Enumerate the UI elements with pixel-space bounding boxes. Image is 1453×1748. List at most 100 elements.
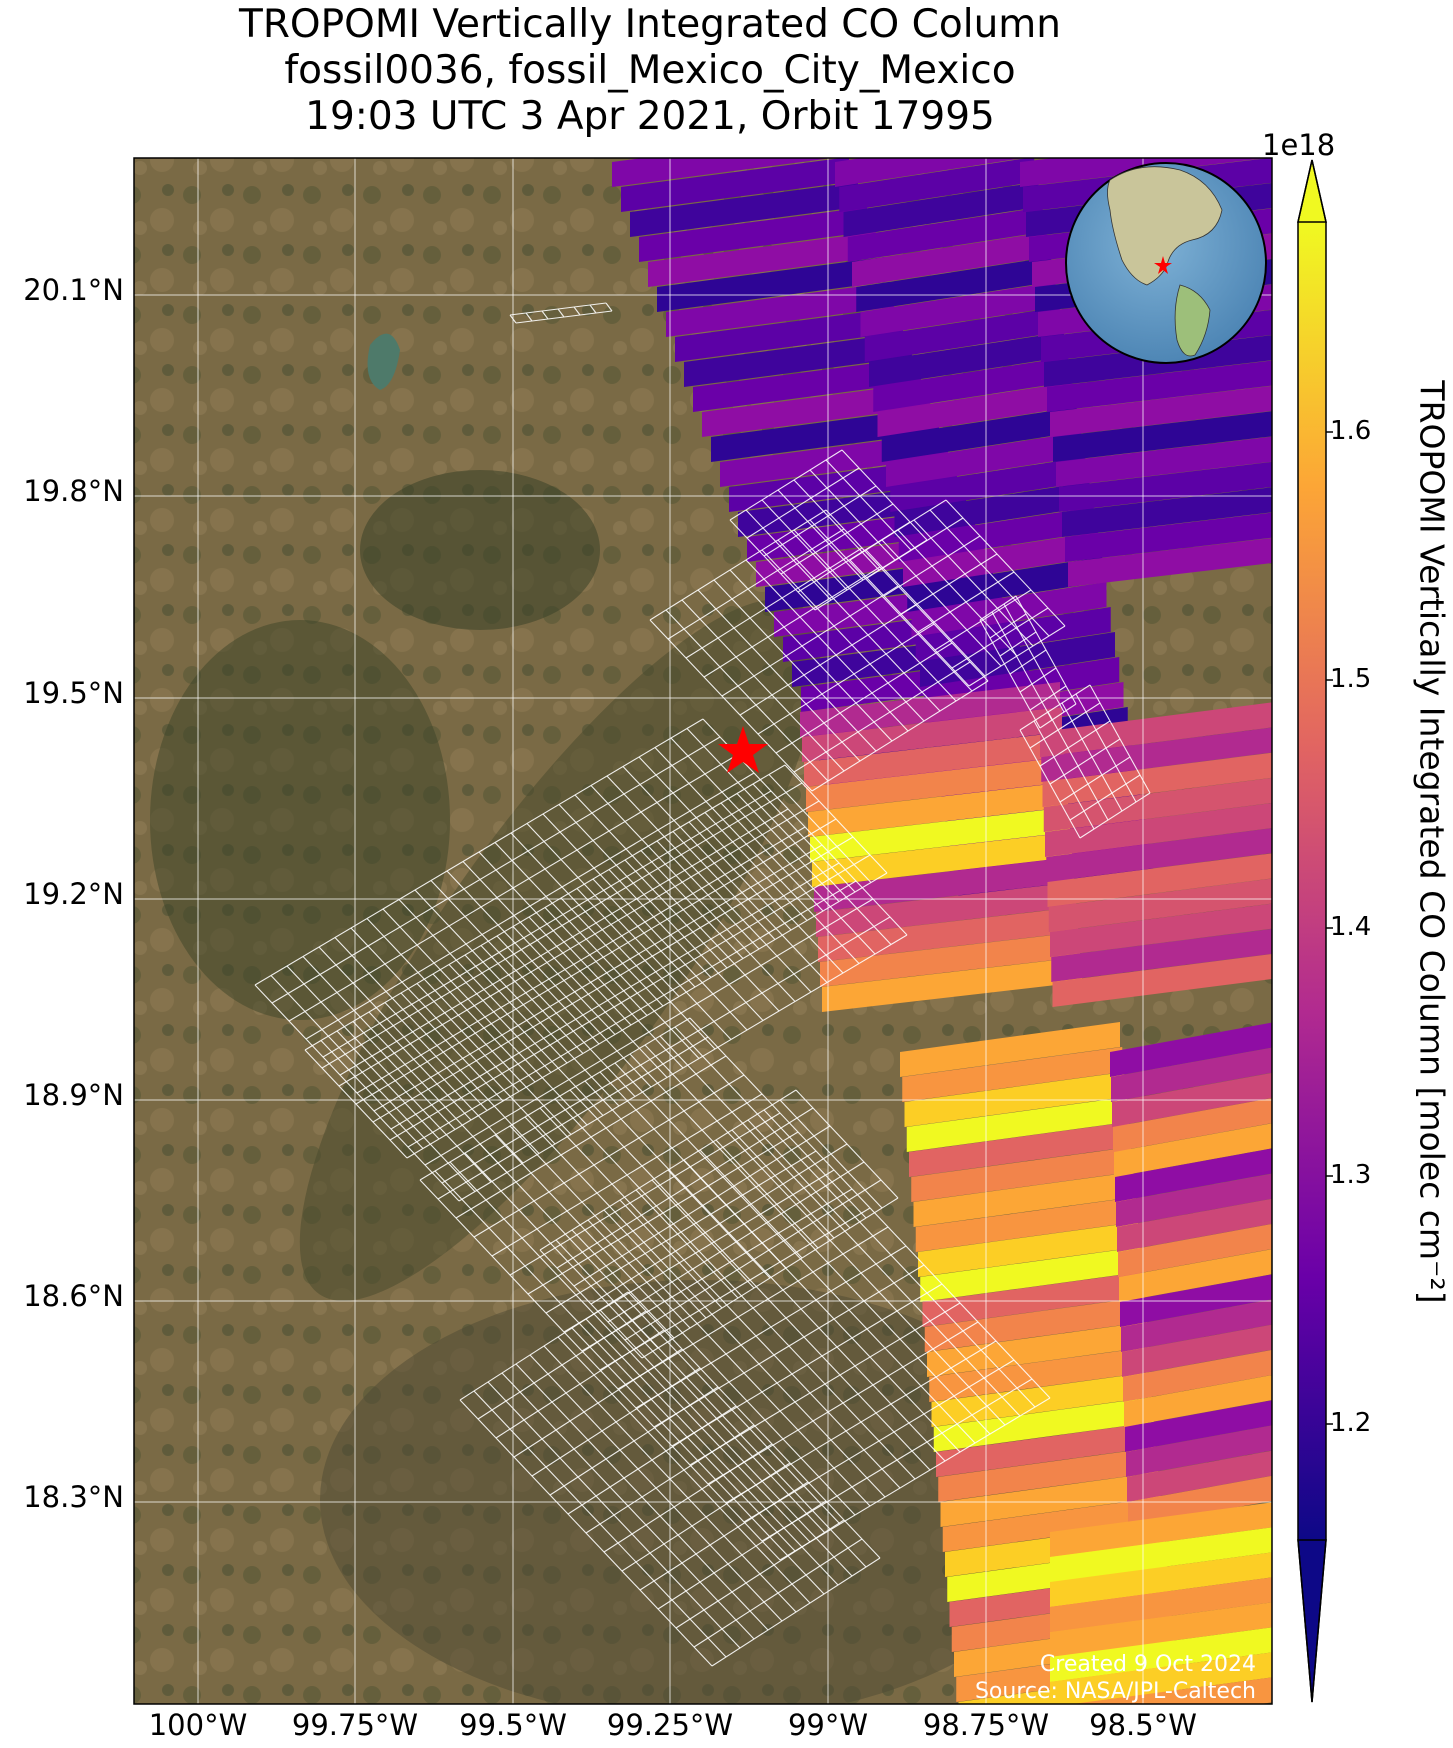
footprint-line xyxy=(406,872,888,1159)
gridlines xyxy=(134,158,1272,1704)
swath-cell xyxy=(1116,1173,1272,1227)
footprint-line xyxy=(675,1519,845,1629)
lat-tick-label: 18.3°N xyxy=(23,1480,124,1514)
footprint-line xyxy=(945,499,1066,627)
footprint-mesh xyxy=(419,1017,1051,1561)
footprint-line xyxy=(865,549,986,677)
swath-cell xyxy=(869,332,1064,387)
footprint-line xyxy=(304,764,786,1051)
footprint-line xyxy=(780,503,894,575)
footprint-line xyxy=(707,1321,979,1485)
lat-tick-label: 18.9°N xyxy=(23,1078,124,1112)
lat-tick-label: 19.8°N xyxy=(23,474,124,508)
title-line-1: TROPOMI Vertically Integrated CO Column xyxy=(239,2,1061,47)
swath-cell xyxy=(847,207,1043,262)
footprint-mesh xyxy=(509,302,613,324)
footprint-line xyxy=(549,1386,719,1496)
swath-cell xyxy=(922,1272,1143,1327)
swath-cell xyxy=(1065,512,1272,562)
footprint-mesh xyxy=(539,1089,899,1359)
footprint-mesh xyxy=(979,595,1077,729)
swath-cell xyxy=(940,1472,1161,1527)
swath-cell xyxy=(1045,803,1272,857)
swath-cell xyxy=(684,332,912,387)
swath-cell xyxy=(1052,953,1272,1007)
footprint-mesh xyxy=(849,499,1066,687)
swath-cell xyxy=(873,357,1069,412)
footprint-line xyxy=(1019,667,1057,693)
swath-cell xyxy=(812,832,1072,887)
footprint-line xyxy=(473,1074,745,1238)
footprint-line xyxy=(703,566,881,678)
footprint-line xyxy=(809,519,973,692)
footprint-line xyxy=(761,1378,1033,1542)
swath-cell xyxy=(911,1147,1132,1202)
footprint-line xyxy=(1029,702,1101,749)
footprint-line xyxy=(665,609,829,782)
footprint-line xyxy=(777,539,941,712)
footprint-line xyxy=(929,509,1050,637)
swath-cell xyxy=(621,158,849,212)
terrain-dark-forest xyxy=(150,620,450,1020)
swath-cell xyxy=(1122,1324,1272,1377)
footprint-line xyxy=(849,499,947,561)
footprint-mesh xyxy=(304,764,888,1159)
swath-cell xyxy=(890,457,1086,512)
lon-tick-label: 98.75°W xyxy=(922,1708,1050,1742)
footprint-line xyxy=(649,509,827,621)
footprint-line xyxy=(825,509,989,682)
colorbar-tick-label: 1.3 xyxy=(1330,1160,1372,1190)
swath-cell xyxy=(920,1247,1141,1302)
swath-cell xyxy=(915,607,1111,662)
footprint-line xyxy=(419,1017,691,1181)
swath-cell xyxy=(1050,1552,1272,1607)
footprint-line xyxy=(339,808,789,1076)
footprint-line xyxy=(557,308,565,318)
colorbar-outline xyxy=(1297,159,1327,1703)
footprint-line xyxy=(589,304,597,314)
colorbar-tick-label: 1.6 xyxy=(1330,416,1372,446)
swath-cell xyxy=(1040,702,1272,757)
swath-cell xyxy=(648,232,876,287)
colorbar-extend-max xyxy=(1297,159,1327,223)
footprint-line xyxy=(934,589,1032,651)
globe-south-america xyxy=(1174,284,1211,357)
swath-cell xyxy=(1050,1502,1272,1557)
footprint-line xyxy=(525,312,533,322)
footprint-line xyxy=(761,499,848,591)
footprint-line xyxy=(545,1150,817,1314)
swath-cell xyxy=(1050,1527,1272,1582)
swath-cell xyxy=(1125,1400,1272,1452)
swath-cell xyxy=(1113,1098,1272,1152)
swath-cell xyxy=(639,207,867,262)
title-line-2: fossil0036, fossil_Mexico_City_Mexico xyxy=(284,48,1016,93)
footprint-line xyxy=(621,1462,791,1572)
footprint-line xyxy=(900,553,998,615)
swath-cell xyxy=(1126,1425,1272,1477)
swath-cell xyxy=(1118,1224,1272,1277)
swath-cell xyxy=(1053,411,1272,462)
footprint-line xyxy=(881,539,1002,667)
swath-cell xyxy=(900,1022,1120,1077)
lat-tick-label: 19.5°N xyxy=(23,676,124,710)
footprint-line xyxy=(527,1131,799,1295)
footprint-line xyxy=(757,623,935,735)
colorbar xyxy=(1298,222,1326,1540)
created-date: Created 9 Oct 2024 xyxy=(1039,1652,1256,1677)
swath-cell xyxy=(1128,1475,1272,1527)
lake-blue xyxy=(367,333,400,390)
footprint-line xyxy=(825,459,912,551)
swath-cell xyxy=(693,357,921,412)
swath-cell xyxy=(942,1497,1163,1552)
footprint-line xyxy=(373,844,823,1112)
footprint-line xyxy=(477,1310,647,1420)
footprint-line xyxy=(685,547,863,659)
swath-cell xyxy=(927,1322,1147,1377)
footprint-line xyxy=(590,1143,848,1305)
swath-cell xyxy=(1119,1249,1272,1302)
lon-tick-label: 99.25°W xyxy=(606,1708,734,1742)
footprint-line xyxy=(809,469,896,561)
swath-cell xyxy=(920,632,1115,687)
footprint-line xyxy=(321,782,803,1069)
footprint-mesh xyxy=(1019,684,1151,839)
